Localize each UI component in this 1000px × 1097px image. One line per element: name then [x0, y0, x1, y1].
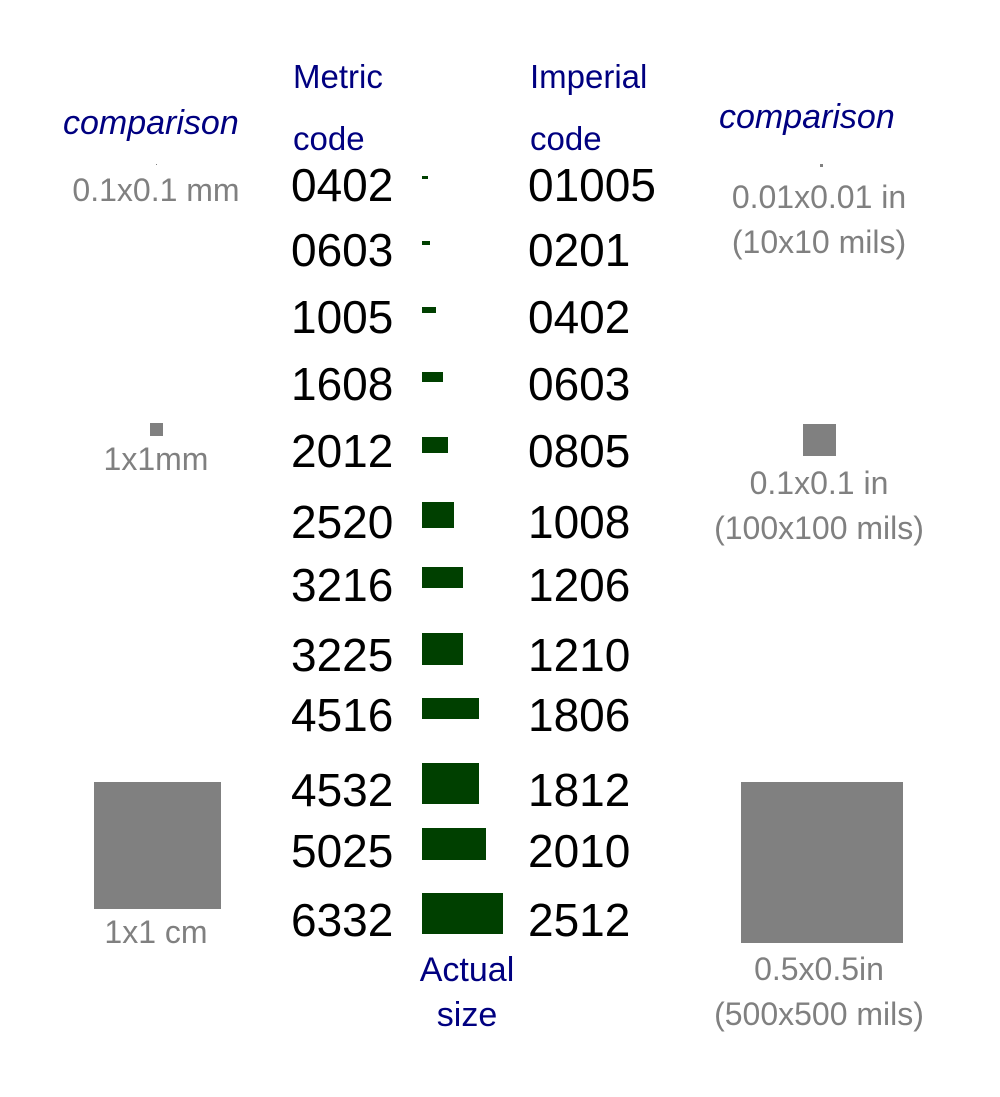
metric-code: 4532 [291, 764, 394, 816]
metric-code: 3225 [291, 629, 394, 681]
comparison-box-1mm [150, 423, 163, 436]
imperial-header-line2: code [530, 119, 602, 157]
component-2012-rect [422, 437, 448, 453]
imperial-code: 2512 [528, 894, 631, 946]
comparison-box-100mils [803, 424, 836, 456]
comparison-box-1cm [94, 782, 221, 909]
comparison-label-500mils-line2: (500x500 mils) [714, 996, 924, 1032]
imperial-code-header: Imperial code [530, 46, 647, 169]
actual-size-line1: Actual [419, 951, 515, 989]
comparison-label-10mils-line2: (10x10 mils) [731, 224, 907, 260]
imperial-code: 1008 [528, 496, 631, 548]
imperial-header-line1: Imperial [530, 58, 648, 95]
component-3225-rect [422, 633, 463, 665]
component-1608-rect [422, 372, 443, 382]
comparison-label-10mils-line1: 0.01x0.01 in [731, 179, 907, 215]
comparison-box-500mils [741, 782, 903, 943]
metric-code: 5025 [291, 825, 394, 877]
component-1005-rect [422, 307, 436, 313]
component-2520-rect [422, 502, 454, 528]
comparison-label-1cm: 1x1 cm [104, 914, 208, 950]
metric-header-line1: Metric [293, 58, 383, 95]
component-0402-rect [422, 176, 428, 179]
imperial-code: 0805 [528, 425, 631, 477]
metric-code: 2012 [291, 425, 394, 477]
metric-code-header: Metric code [293, 46, 383, 169]
comparison-label-10mils: 0.01x0.01 in (10x10 mils) [678, 175, 960, 265]
metric-code: 0603 [291, 224, 394, 276]
comparison-left-header: comparison [63, 104, 239, 142]
comparison-box-10mils [820, 164, 823, 167]
comparison-label-1mm: 1x1mm [103, 441, 209, 477]
component-0603-rect [422, 241, 430, 245]
metric-code: 6332 [291, 894, 394, 946]
metric-header-line2: code [293, 119, 365, 157]
comparison-label-100mils-line2: (100x100 mils) [714, 510, 924, 546]
metric-code: 2520 [291, 496, 394, 548]
imperial-code: 1210 [528, 629, 631, 681]
metric-code: 4516 [291, 689, 394, 741]
component-4516-rect [422, 698, 479, 719]
imperial-code: 2010 [528, 825, 631, 877]
metric-code: 1608 [291, 358, 394, 410]
actual-size-label: Actual size [412, 948, 522, 1038]
comparison-label-0p1mm: 0.1x0.1 mm [72, 172, 240, 208]
imperial-code: 0402 [528, 291, 631, 343]
component-6332-rect [422, 893, 503, 934]
comparison-right-header: comparison [719, 98, 895, 136]
comparison-label-100mils-line1: 0.1x0.1 in [749, 465, 889, 501]
comparison-label-500mils: 0.5x0.5in (500x500 mils) [678, 947, 960, 1037]
metric-code: 3216 [291, 559, 394, 611]
actual-size-line2: size [436, 996, 498, 1034]
imperial-code: 1806 [528, 689, 631, 741]
metric-code: 1005 [291, 291, 394, 343]
imperial-code: 1812 [528, 764, 631, 816]
component-4532-rect [422, 763, 479, 804]
comparison-label-500mils-line1: 0.5x0.5in [754, 951, 884, 987]
imperial-code: 0201 [528, 224, 631, 276]
imperial-code: 01005 [528, 159, 656, 211]
component-5025-rect [422, 828, 486, 860]
imperial-code: 1206 [528, 559, 631, 611]
component-3216-rect [422, 567, 463, 588]
metric-code: 0402 [291, 159, 394, 211]
imperial-code: 0603 [528, 358, 631, 410]
comparison-label-100mils: 0.1x0.1 in (100x100 mils) [678, 461, 960, 551]
comparison-box-0p1mm [156, 164, 157, 165]
